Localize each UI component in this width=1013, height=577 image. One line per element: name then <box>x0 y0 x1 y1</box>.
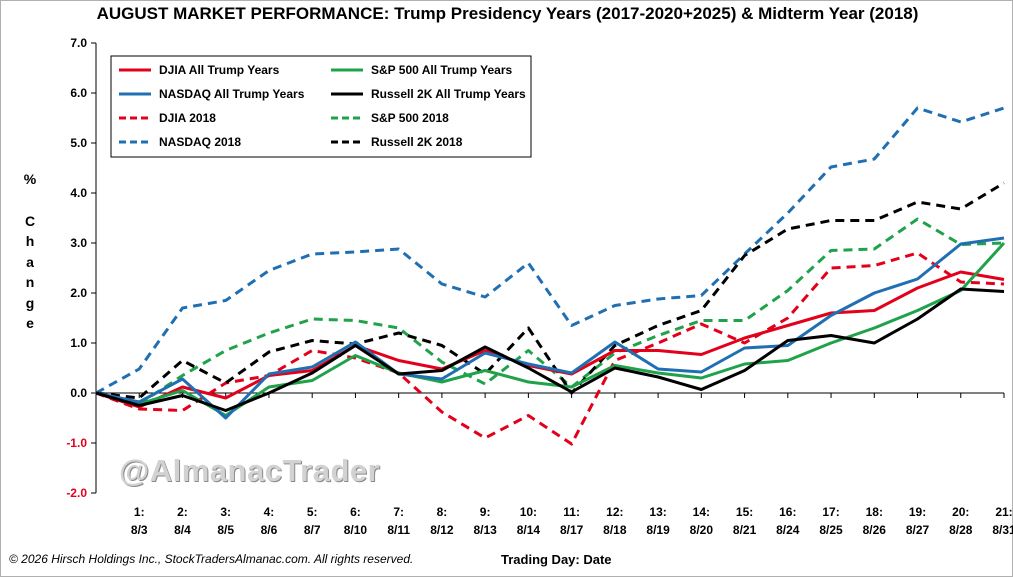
x-tick-label-date: 8/7 <box>304 523 321 537</box>
series-lines <box>95 106 1006 446</box>
x-tick-label-date: 8/17 <box>560 523 584 537</box>
x-tick-label-day: 9: <box>480 505 491 519</box>
y-tick-label: 4.0 <box>70 186 87 200</box>
legend-label: NASDAQ All Trump Years <box>159 87 305 101</box>
y-tick-label: 2.0 <box>70 286 87 300</box>
x-tick-label-date: 8/12 <box>430 523 454 537</box>
y-axis-label-char: n <box>25 274 35 290</box>
x-tick-label-day: 14: <box>693 505 710 519</box>
x-tick-label-date: 8/28 <box>949 523 973 537</box>
x-tick-label-date: 8/18 <box>603 523 627 537</box>
x-tick-label-day: 7: <box>393 505 404 519</box>
y-tick-label: 6.0 <box>70 86 87 100</box>
x-tick-label-date: 8/21 <box>733 523 757 537</box>
chart-title: AUGUST MARKET PERFORMANCE: Trump Preside… <box>96 4 919 23</box>
legend-box <box>110 55 532 158</box>
y-tick-label: 5.0 <box>70 136 87 150</box>
series-line-russell-2k-2018 <box>95 181 1005 400</box>
x-tick-label-date: 8/13 <box>473 523 497 537</box>
x-tick-label-date: 8/3 <box>131 523 148 537</box>
x-tick-label-date: 8/24 <box>776 523 800 537</box>
legend: DJIA All Trump Years S&P 500 All Trump Ye… <box>110 55 532 158</box>
x-tick-label-date: 8/11 <box>387 523 410 537</box>
x-tick-label-day: 18: <box>866 505 883 519</box>
x-tick-label-date: 8/5 <box>217 523 234 537</box>
x-tick-label-date: 8/10 <box>344 523 368 537</box>
x-tick-label-date: 8/20 <box>690 523 714 537</box>
y-tick-label: -1.0 <box>66 436 87 450</box>
y-axis-label-char: e <box>26 315 34 331</box>
y-tick-label: -2.0 <box>66 486 87 500</box>
x-tick-label-date: 8/31 <box>992 523 1013 537</box>
x-tick-label-day: 13: <box>649 505 666 519</box>
axes: 7.0 6.0 5.0 4.0 3.0 2.0 1.0 0.0 -1.0 -2.0 1: 8/3 2: 8… <box>66 36 1013 537</box>
series-line-djia-2018 <box>95 251 1005 446</box>
legend-label: S&P 500 2018 <box>371 111 449 125</box>
copyright-notice: © 2026 Hirsch Holdings Inc., StockTrader… <box>9 552 414 566</box>
legend-label: DJIA All Trump Years <box>159 63 280 77</box>
x-tick-label-day: 11: <box>563 505 580 519</box>
legend-label: DJIA 2018 <box>159 111 216 125</box>
x-tick-label-day: 1: <box>134 505 145 519</box>
series-line-nasdaq-2018 <box>95 106 1005 395</box>
x-tick-label-date: 8/19 <box>646 523 670 537</box>
x-tick-label-day: 12: <box>606 505 623 519</box>
x-tick-label-date: 8/14 <box>517 523 541 537</box>
x-tick-label-day: 5: <box>307 505 318 519</box>
x-tick-label-day: 16: <box>779 505 796 519</box>
y-tick-label: 1.0 <box>70 336 87 350</box>
x-tick-label-date: 8/26 <box>863 523 887 537</box>
y-tick-label: 0.0 <box>70 386 87 400</box>
x-tick-label-day: 8: <box>437 505 448 519</box>
series-line-nasdaq-all-trump-years <box>95 236 1005 420</box>
x-tick-label-day: 6: <box>350 505 361 519</box>
y-axis-label-char: % <box>23 171 37 187</box>
y-axis-label-char: g <box>25 294 35 311</box>
x-tick-label-day: 17: <box>822 505 839 519</box>
x-tick-label-date: 8/6 <box>261 523 278 537</box>
y-axis-label-char: a <box>26 253 34 270</box>
legend-label: S&P 500 All Trump Years <box>371 63 513 77</box>
y-axis-label-char: C <box>24 212 36 229</box>
x-tick-label-date: 8/27 <box>906 523 930 537</box>
legend-label: NASDAQ 2018 <box>159 135 241 149</box>
y-axis-label-char: h <box>25 233 35 249</box>
y-axis-label: % C h a n g e <box>23 169 37 334</box>
x-tick-label-day: 21: <box>995 505 1012 519</box>
x-tick-label-day: 20: <box>952 505 969 519</box>
series-line-s-p-500-all-trump-years <box>95 241 1006 417</box>
x-tick-label-day: 19: <box>909 505 926 519</box>
x-axis-label: Trading Day: Date <box>501 552 612 567</box>
x-tick-label-date: 8/4 <box>174 523 191 537</box>
watermark: @AlmanacTrader <box>119 453 381 488</box>
x-tick-label-day: 15: <box>736 505 753 519</box>
x-tick-label-date: 8/25 <box>819 523 843 537</box>
x-tick-label-day: 4: <box>264 505 275 519</box>
legend-label: Russell 2K All Trump Years <box>371 87 526 101</box>
x-tick-label-day: 3: <box>220 505 231 519</box>
x-tick-label-day: 2: <box>177 505 188 519</box>
series-line-russell-2k-all-trump-years <box>95 287 1005 412</box>
y-tick-label: 7.0 <box>70 36 87 50</box>
y-tick-label: 3.0 <box>70 236 87 250</box>
legend-label: Russell 2K 2018 <box>371 135 463 149</box>
x-tick-label-day: 10: <box>520 505 537 519</box>
